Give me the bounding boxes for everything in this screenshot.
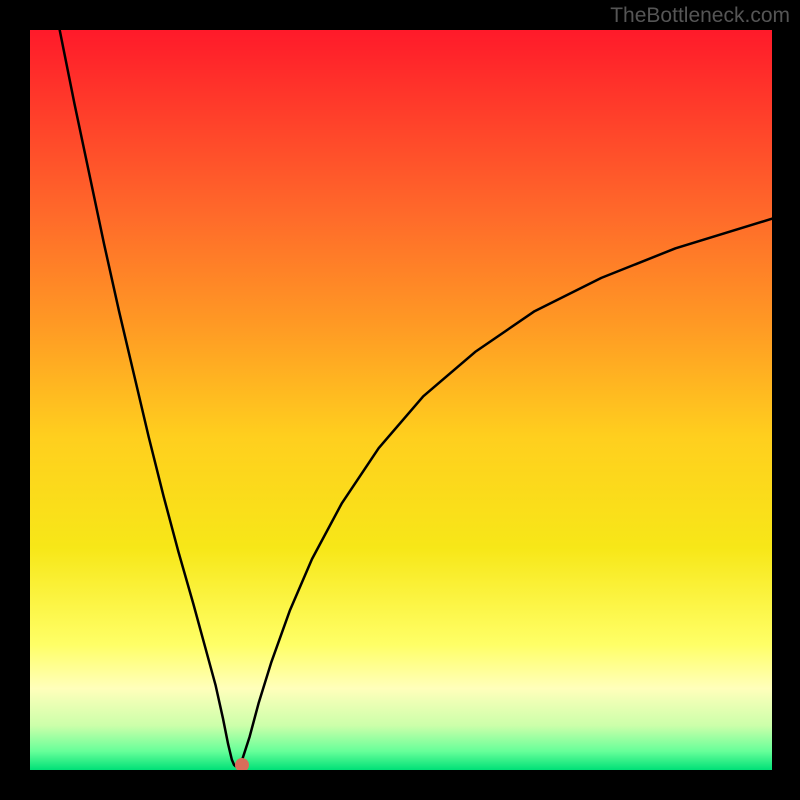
- bottleneck-curve: [60, 30, 772, 766]
- watermark-text: TheBottleneck.com: [610, 4, 790, 28]
- curve-svg: [30, 30, 772, 770]
- axis-bottom: [30, 770, 772, 772]
- chart-container: TheBottleneck.com: [0, 0, 800, 800]
- axis-right: [772, 30, 774, 770]
- plot-area: [30, 30, 772, 770]
- axis-top: [30, 28, 772, 30]
- axis-left: [28, 30, 30, 770]
